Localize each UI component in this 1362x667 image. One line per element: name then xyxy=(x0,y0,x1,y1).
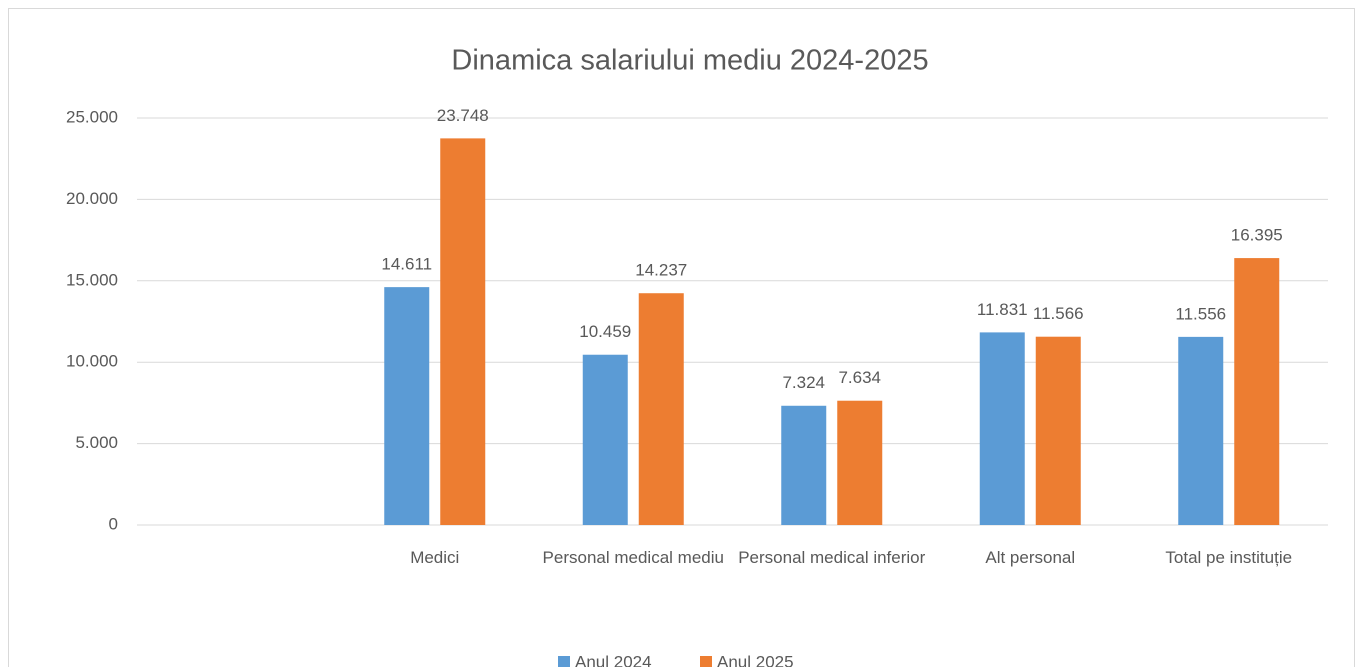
bar xyxy=(440,138,486,525)
x-tick-label: Medici xyxy=(410,548,460,567)
data-label: 7.634 xyxy=(838,368,881,387)
y-tick-label: 10.000 xyxy=(66,352,118,371)
bar xyxy=(781,405,827,525)
data-label: 7.324 xyxy=(782,373,825,392)
data-label: 11.831 xyxy=(977,300,1028,319)
bar xyxy=(638,293,684,525)
chart-title: Dinamica salariului mediu 2024-2025 xyxy=(451,45,928,77)
data-label: 11.566 xyxy=(1033,304,1084,323)
bar xyxy=(1234,258,1280,525)
bar xyxy=(837,400,883,525)
bar xyxy=(1178,336,1224,525)
legend-label: Anul 2025 xyxy=(717,652,794,667)
legend-swatch xyxy=(558,656,570,667)
x-tick-label: Personal medical inferior xyxy=(738,548,926,567)
y-tick-label: 5.000 xyxy=(75,433,118,452)
y-tick-label: 0 xyxy=(109,514,118,533)
bar xyxy=(384,287,430,525)
y-tick-label: 20.000 xyxy=(66,189,118,208)
x-tick-label: Alt personal xyxy=(985,548,1076,567)
data-label: 16.395 xyxy=(1231,226,1283,245)
data-label: 14.611 xyxy=(381,255,432,274)
data-label: 10.459 xyxy=(579,322,631,341)
y-tick-label: 15.000 xyxy=(66,270,118,289)
x-tick-label: Total pe instituție xyxy=(1165,548,1293,567)
legend-swatch xyxy=(700,656,712,667)
bar xyxy=(582,354,628,525)
y-tick-label: 25.000 xyxy=(66,107,118,126)
x-tick-label: Personal medical mediu xyxy=(542,548,724,567)
data-label: 14.237 xyxy=(635,261,687,280)
bar xyxy=(1035,336,1081,525)
bar xyxy=(979,332,1025,525)
legend-label: Anul 2024 xyxy=(575,652,652,667)
data-label: 11.556 xyxy=(1175,304,1226,323)
data-label: 23.748 xyxy=(437,106,489,125)
